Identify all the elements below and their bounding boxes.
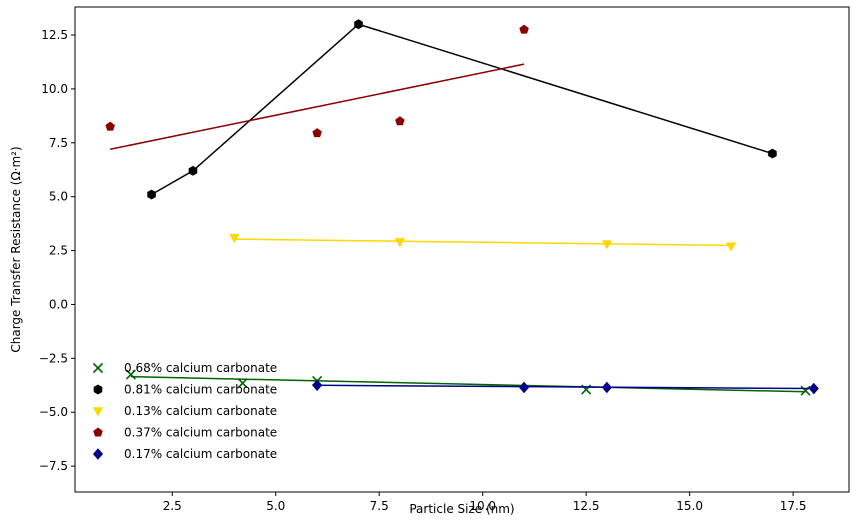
y-tick-label: −2.5 bbox=[39, 351, 68, 365]
data-point bbox=[768, 148, 777, 159]
series-5 bbox=[312, 379, 819, 395]
series-4 bbox=[105, 24, 529, 151]
data-point bbox=[237, 378, 248, 389]
trend-line bbox=[234, 238, 732, 247]
y-tick-label: 5.0 bbox=[49, 190, 68, 204]
plot-frame bbox=[74, 6, 850, 493]
data-point bbox=[105, 121, 115, 131]
x-tick-label: 12.5 bbox=[573, 499, 600, 513]
legend-marker bbox=[93, 384, 103, 395]
data-point bbox=[312, 379, 323, 392]
x-tick-label: 2.5 bbox=[163, 499, 182, 513]
legend-item: 0.17% calcium carbonate bbox=[92, 447, 277, 461]
data-point bbox=[188, 165, 198, 176]
x-stroke bbox=[92, 362, 104, 374]
plot-content bbox=[105, 19, 819, 396]
legend-marker bbox=[92, 362, 104, 374]
trend-line bbox=[110, 63, 525, 151]
legend-marker bbox=[92, 407, 104, 417]
series-3 bbox=[229, 233, 737, 252]
legend-marker bbox=[92, 448, 104, 460]
trend-line bbox=[317, 384, 814, 390]
y-tick-label: −5.0 bbox=[39, 405, 68, 419]
y-tick-label: 2.5 bbox=[49, 244, 68, 258]
data-point bbox=[394, 238, 406, 248]
x-tick-label: 7.5 bbox=[370, 499, 389, 513]
data-point bbox=[725, 242, 737, 252]
legend-item: 0.81% calcium carbonate bbox=[93, 383, 277, 397]
data-point bbox=[395, 116, 405, 126]
legend-label: 0.13% calcium carbonate bbox=[124, 404, 277, 418]
legend: 0.68% calcium carbonate 0.81% calcium car… bbox=[92, 361, 277, 461]
legend-item: 0.13% calcium carbonate bbox=[92, 404, 277, 418]
x-tick-label: 17.5 bbox=[780, 499, 807, 513]
legend-label: 0.81% calcium carbonate bbox=[124, 383, 277, 397]
legend-item: 0.68% calcium carbonate bbox=[92, 361, 277, 375]
data-point bbox=[800, 385, 811, 396]
x-tick-label: 10.0 bbox=[469, 499, 496, 513]
data-point bbox=[601, 381, 612, 394]
x-stroke bbox=[237, 378, 248, 389]
y-tick-label: −7.5 bbox=[39, 459, 68, 473]
series-2 bbox=[147, 19, 777, 200]
data-point bbox=[519, 381, 530, 394]
legend-label: 0.37% calcium carbonate bbox=[124, 426, 277, 440]
legend-item: 0.37% calcium carbonate bbox=[93, 426, 277, 440]
x-tick-label: 15.0 bbox=[676, 499, 703, 513]
data-point bbox=[312, 128, 322, 138]
x-axis-label: Particle Size (nm) bbox=[409, 502, 514, 516]
legend-marker bbox=[93, 427, 103, 437]
data-point bbox=[147, 189, 156, 200]
data-point bbox=[229, 233, 240, 243]
y-tick-label: 12.5 bbox=[41, 28, 68, 42]
data-point bbox=[808, 382, 819, 395]
y-tick-label: 0.0 bbox=[49, 297, 68, 311]
x-tick-label: 5.0 bbox=[266, 499, 285, 513]
y-axis-label: Charge Transfer Resistance (Ω·m²) bbox=[9, 146, 23, 352]
data-point bbox=[519, 24, 529, 34]
x-stroke bbox=[125, 369, 136, 380]
series-line bbox=[151, 23, 773, 196]
y-tick-label: 7.5 bbox=[49, 136, 68, 150]
axes: 2.5 5.0 7.5 10.0 12.5 15.0 17.5 −7.5 −5.0 −2.5 0.0… bbox=[39, 28, 807, 513]
y-tick-label: 10.0 bbox=[41, 82, 68, 96]
data-point bbox=[125, 369, 136, 380]
data-point bbox=[354, 19, 363, 30]
legend-label: 0.17% calcium carbonate bbox=[124, 447, 277, 461]
data-point bbox=[601, 240, 613, 250]
x-stroke bbox=[800, 385, 811, 396]
legend-label: 0.68% calcium carbonate bbox=[124, 361, 277, 375]
trend-line bbox=[130, 375, 806, 393]
